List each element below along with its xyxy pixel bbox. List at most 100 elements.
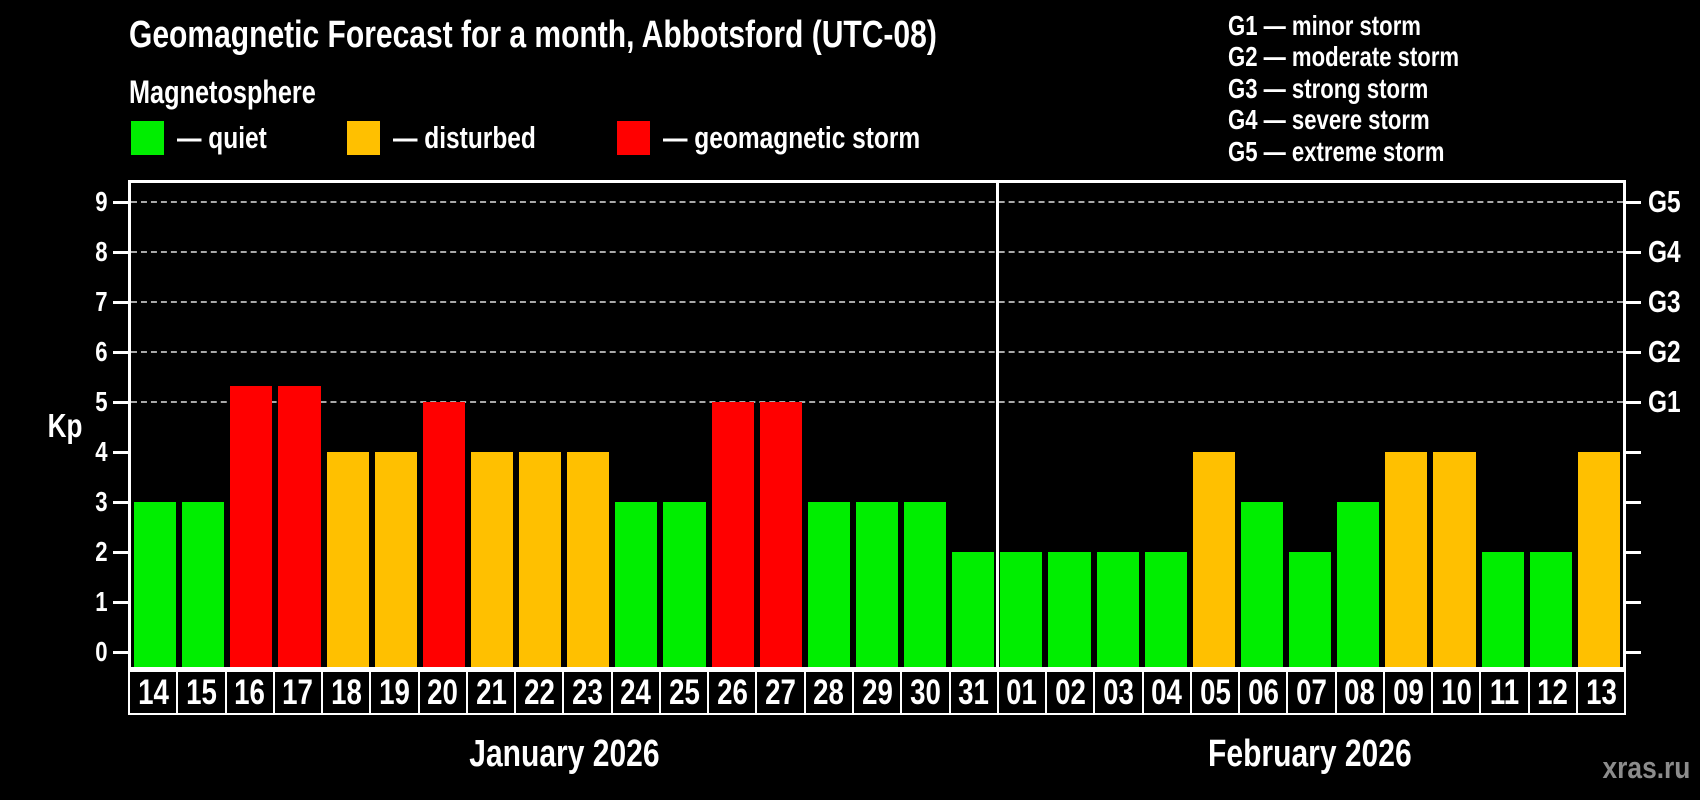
day-label-jan-30-text: 30 xyxy=(909,672,941,712)
month-label-feb: February 2026 xyxy=(1100,733,1520,776)
right-axis-label-g2-text: G2 xyxy=(1648,334,1681,369)
gridline-kp7 xyxy=(131,301,1623,303)
day-label-jan-28-text: 28 xyxy=(813,672,845,712)
chart-subtitle: Magnetosphere xyxy=(129,74,316,110)
y-tick-label-8-text: 8 xyxy=(95,236,108,267)
day-label-jan-17: 17 xyxy=(272,670,324,715)
kp-bar-jan-16 xyxy=(230,385,273,667)
day-label-feb-05: 05 xyxy=(1189,670,1241,715)
right-axis-label-g3: G3 xyxy=(1648,282,1689,322)
kp-bar-jan-14 xyxy=(134,502,177,667)
y-tick-7 xyxy=(113,300,128,304)
x-axis-day-labels: 14 15 16 17 18 19 20 21 22 23 24 25 26 27 28 29 30 31 01 02… xyxy=(128,670,1627,715)
day-label-feb-02: 02 xyxy=(1045,670,1096,715)
y-tick-8 xyxy=(113,250,128,254)
storm-scale-line-4: G4 — severe storm xyxy=(1228,104,1521,137)
right-tick-9 xyxy=(1626,200,1641,204)
watermark: xras.ru xyxy=(1602,750,1690,785)
day-label-feb-10: 10 xyxy=(1431,670,1482,715)
storm-scale-line-5: G5 — extreme storm xyxy=(1228,136,1521,168)
day-label-jan-21: 21 xyxy=(465,670,517,715)
day-label-jan-15: 15 xyxy=(176,670,227,715)
day-label-jan-22-text: 22 xyxy=(523,672,555,712)
day-label-feb-03: 03 xyxy=(1093,670,1144,715)
day-label-feb-03-text: 03 xyxy=(1103,672,1134,712)
y-tick-label-8: 8 xyxy=(0,232,108,272)
kp-bar-feb-06 xyxy=(1240,502,1284,667)
right-axis-label-g1-text: G1 xyxy=(1648,384,1681,419)
legend-item-quiet: — quiet xyxy=(131,120,291,156)
day-label-feb-06-text: 06 xyxy=(1247,672,1279,712)
y-tick-label-2-text: 2 xyxy=(95,536,108,567)
day-label-feb-06: 06 xyxy=(1238,670,1289,715)
kp-bar-feb-05 xyxy=(1192,452,1235,667)
disturbed-color-swatch xyxy=(347,121,380,155)
day-label-jan-15-text: 15 xyxy=(186,672,217,712)
day-label-jan-16-text: 16 xyxy=(234,672,266,712)
y-tick-9 xyxy=(113,200,128,204)
day-label-jan-20-text: 20 xyxy=(427,672,459,712)
gridline-kp8 xyxy=(131,251,1623,253)
legend-label-storm-text: — geomagnetic storm xyxy=(663,120,921,155)
right-tick-7 xyxy=(1626,300,1641,304)
legend-item-disturbed: — disturbed xyxy=(347,120,574,156)
day-label-feb-07-text: 07 xyxy=(1296,672,1327,712)
day-label-jan-31-text: 31 xyxy=(958,672,990,712)
kp-bar-feb-10 xyxy=(1433,452,1476,667)
kp-bar-feb-02 xyxy=(1048,552,1091,667)
legend-label-quiet: — quiet xyxy=(177,120,291,156)
kp-bar-jan-27 xyxy=(759,402,802,667)
kp-bar-jan-30 xyxy=(904,502,947,667)
day-label-feb-09-text: 09 xyxy=(1392,672,1424,712)
day-label-feb-10-text: 10 xyxy=(1440,672,1472,712)
day-label-jan-27: 27 xyxy=(755,670,806,715)
kp-bar-feb-13 xyxy=(1577,452,1620,667)
month-label-feb-text: February 2026 xyxy=(1208,733,1412,775)
kp-bar-jan-26 xyxy=(711,402,754,667)
right-axis-label-g2: G2 xyxy=(1648,332,1689,372)
day-label-feb-07: 07 xyxy=(1286,670,1337,715)
day-label-feb-08: 08 xyxy=(1334,670,1385,715)
day-label-jan-19-text: 19 xyxy=(379,672,410,712)
y-tick-label-1: 1 xyxy=(0,582,108,622)
day-label-jan-27-text: 27 xyxy=(765,672,796,712)
page-title: Geomagnetic Forecast for a month, Abbots… xyxy=(129,14,937,56)
day-label-jan-25: 25 xyxy=(658,670,710,715)
day-label-jan-19: 19 xyxy=(369,670,420,715)
day-label-jan-29-text: 29 xyxy=(861,672,893,712)
right-axis-label-g3-text: G3 xyxy=(1648,284,1681,319)
storm-scale-line-1-text: G1 — minor storm xyxy=(1228,9,1421,41)
legend-label-disturbed-text: — disturbed xyxy=(393,120,536,155)
kp-bar-jan-28 xyxy=(807,502,850,667)
kp-bar-jan-25 xyxy=(663,502,706,667)
kp-bar-feb-12 xyxy=(1529,552,1572,667)
y-tick-label-2: 2 xyxy=(0,532,108,572)
day-label-jan-17-text: 17 xyxy=(282,672,314,712)
day-label-feb-13: 13 xyxy=(1575,670,1627,715)
gridline-kp9 xyxy=(131,201,1623,203)
right-tick-8 xyxy=(1626,250,1641,254)
day-label-feb-01: 01 xyxy=(996,670,1048,715)
kp-bar-feb-03 xyxy=(1096,552,1139,667)
day-label-feb-05-text: 05 xyxy=(1199,672,1231,712)
right-axis-label-g4-text: G4 xyxy=(1648,234,1681,269)
right-axis-label-g4: G4 xyxy=(1648,232,1689,272)
month-separator xyxy=(995,183,999,667)
y-tick-label-9: 9 xyxy=(0,182,108,222)
legend-item-storm: — geomagnetic storm xyxy=(617,120,989,156)
y-tick-label-0: 0 xyxy=(0,632,108,672)
y-tick-label-4-text: 4 xyxy=(95,436,108,467)
day-label-jan-18: 18 xyxy=(321,670,372,715)
month-label-jan-text: January 2026 xyxy=(469,733,660,775)
quiet-color-swatch xyxy=(131,121,164,155)
kp-bar-feb-01 xyxy=(1000,552,1043,667)
storm-scale-line-3: G3 — strong storm xyxy=(1228,73,1521,105)
day-label-jan-18-text: 18 xyxy=(330,672,362,712)
y-tick-label-3-text: 3 xyxy=(95,486,108,517)
day-label-jan-31: 31 xyxy=(948,670,999,715)
right-tick-2 xyxy=(1626,550,1641,554)
day-label-feb-11: 11 xyxy=(1479,670,1530,715)
kp-bar-jan-20 xyxy=(422,402,465,667)
storm-scale-line-2-text: G2 — moderate storm xyxy=(1228,41,1460,73)
day-label-jan-26: 26 xyxy=(707,670,758,715)
